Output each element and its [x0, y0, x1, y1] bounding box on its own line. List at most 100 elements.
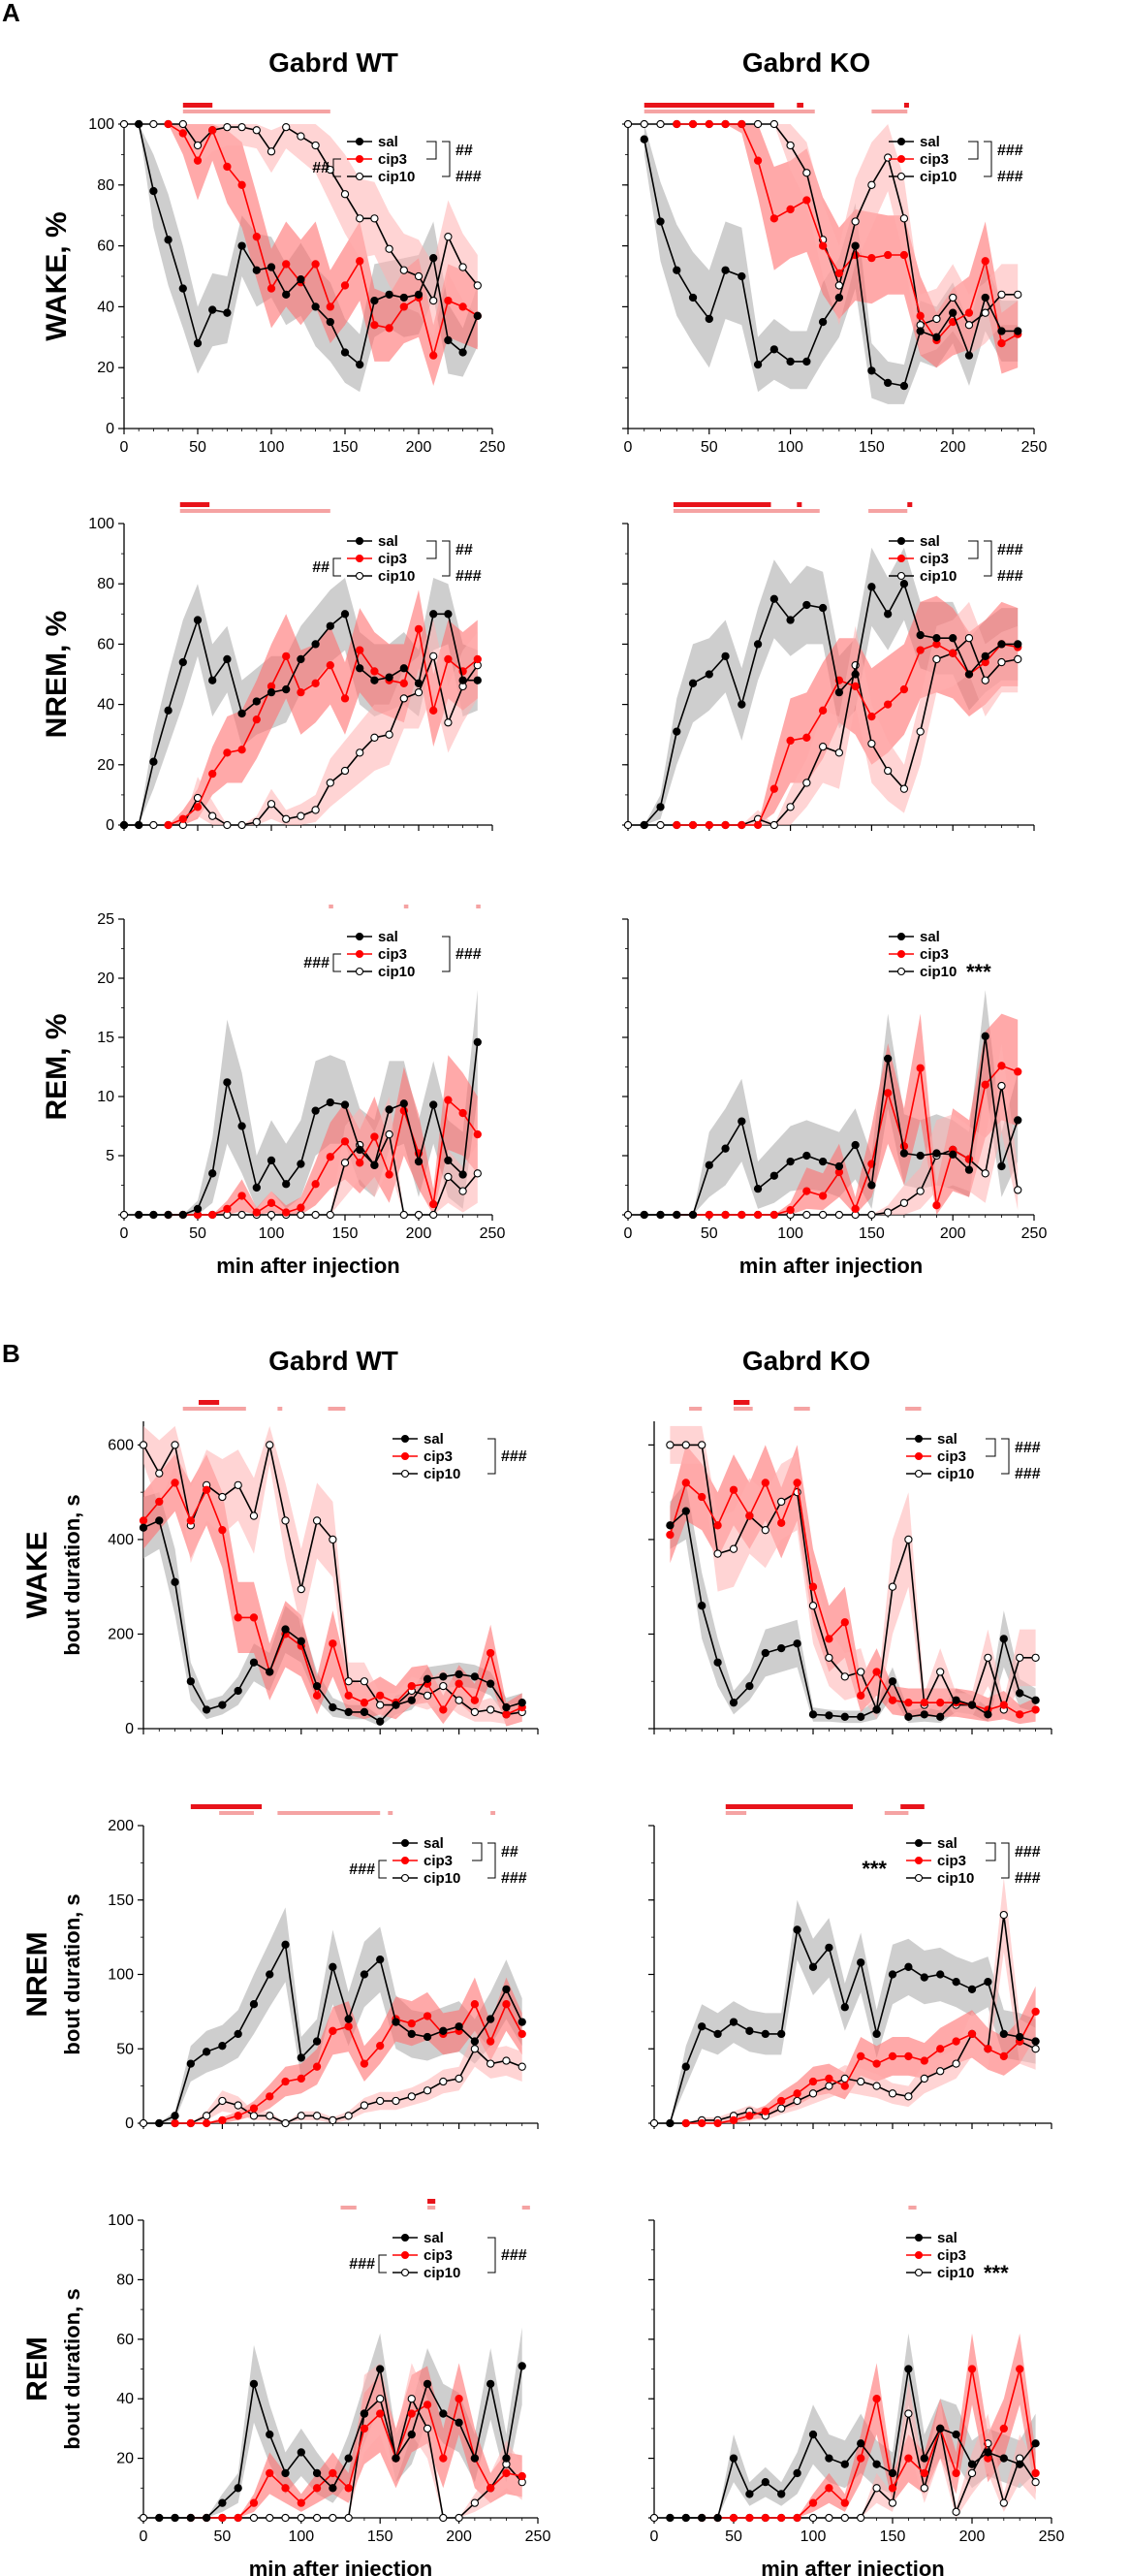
- data-point-sal: [688, 679, 698, 687]
- data-point-cip3: [360, 1699, 369, 1707]
- data-point-cip10: [834, 1210, 844, 1220]
- data-point-sal: [920, 1710, 928, 1719]
- significance-label: ###: [1015, 1440, 1041, 1456]
- data-point-sal: [237, 709, 246, 718]
- data-point-sal: [952, 1978, 960, 1987]
- bracket-sal-cip10: [442, 141, 451, 177]
- data-point-sal: [802, 600, 811, 610]
- data-point-sal: [808, 1962, 818, 1971]
- legend-marker-cip3: [400, 2250, 410, 2260]
- significance-bar: [908, 2206, 917, 2210]
- data-point-cip3: [376, 2042, 385, 2051]
- data-point-sal: [356, 664, 364, 673]
- data-point-cip3: [851, 682, 860, 691]
- data-point-sal: [834, 688, 844, 697]
- data-point-cip3: [518, 2471, 526, 2481]
- legend-label-cip3: cip3: [920, 946, 949, 963]
- data-point-cip10: [267, 800, 276, 809]
- data-point-sal: [444, 1156, 453, 1165]
- data-point-cip10: [344, 2513, 353, 2523]
- significance-bar: [403, 905, 409, 908]
- sem-band-cip10: [124, 620, 478, 825]
- data-point-sal: [681, 2513, 690, 2523]
- data-point-cip10: [429, 652, 438, 660]
- sem-band-sal: [670, 1899, 1036, 2123]
- data-point-sal: [186, 2059, 195, 2068]
- bracket-sal-cip10: [487, 1842, 496, 1879]
- data-point-sal: [518, 1699, 526, 1707]
- data-point-sal: [376, 2365, 385, 2373]
- legend-marker-sal: [400, 1838, 410, 1848]
- data-point-cip3: [502, 1710, 511, 1719]
- data-point-cip3: [356, 257, 364, 266]
- data-point-sal: [267, 688, 276, 697]
- x-tick-label: 150: [332, 439, 359, 456]
- data-point-sal: [455, 2418, 463, 2427]
- y-tick-label: 80: [97, 576, 114, 592]
- data-point-cip10: [312, 2513, 322, 2523]
- data-point-sal: [266, 1668, 274, 1676]
- data-point-sal: [252, 266, 261, 274]
- data-point-cip10: [237, 122, 246, 132]
- data-point-cip3: [851, 1204, 860, 1214]
- data-point-sal: [916, 327, 925, 335]
- data-point-cip3: [888, 1696, 897, 1704]
- data-point-cip3: [999, 2424, 1008, 2433]
- x-axis-title: min after injection: [249, 2557, 432, 2576]
- data-point-sal: [282, 1180, 291, 1189]
- data-point-sal: [867, 1181, 876, 1190]
- data-point-cip3: [473, 654, 482, 664]
- data-point-cip3: [329, 1639, 337, 1648]
- data-point-cip3: [688, 119, 698, 129]
- y-axis-subtitle: bout duration, s: [60, 1893, 84, 2054]
- data-point-cip10: [802, 1210, 811, 1220]
- series-line-cip3: [702, 2369, 1037, 2519]
- data-point-cip3: [470, 2000, 480, 2009]
- data-point-sal: [473, 676, 482, 684]
- data-point-sal: [208, 1169, 217, 1178]
- data-point-cip3: [932, 1201, 941, 1210]
- data-point-cip10: [834, 748, 844, 757]
- chart-a-rem-wt: 0 50 100 150 200 250 5 10 15 20 25 REM, % min after …: [41, 905, 505, 1278]
- data-point-sal: [997, 640, 1006, 649]
- data-point-sal: [502, 2454, 511, 2463]
- data-point-cip10: [761, 1526, 769, 1535]
- data-point-cip3: [282, 1208, 291, 1217]
- significance-label: ###: [303, 955, 330, 971]
- legend-marker-cip3: [914, 1451, 924, 1461]
- data-point-sal: [761, 2478, 769, 2487]
- data-point-cip3: [936, 2045, 945, 2053]
- data-point-sal: [344, 2015, 353, 2023]
- data-point-cip3: [218, 1526, 227, 1535]
- data-point-cip10: [399, 266, 408, 274]
- data-point-cip3: [487, 1648, 495, 1658]
- data-point-cip3: [178, 129, 187, 138]
- data-point-sal: [825, 2454, 833, 2463]
- data-point-cip10: [786, 141, 795, 150]
- data-point-sal: [178, 284, 187, 293]
- data-point-cip3: [385, 324, 393, 333]
- data-point-cip10: [920, 2484, 928, 2493]
- data-point-cip10: [312, 2112, 322, 2120]
- data-point-cip10: [649, 2513, 659, 2523]
- data-point-sal: [414, 679, 424, 687]
- data-point-cip10: [967, 2468, 977, 2478]
- data-point-cip3: [857, 2454, 865, 2463]
- data-point-cip3: [326, 661, 334, 670]
- y-tick-label: 5: [106, 1148, 114, 1164]
- data-point-sal: [340, 1100, 350, 1109]
- data-point-cip3: [297, 2074, 305, 2083]
- data-point-sal: [392, 1701, 400, 1709]
- data-point-sal: [267, 1156, 276, 1165]
- y-tick-label: 25: [97, 911, 114, 928]
- data-point-cip10: [1014, 654, 1022, 664]
- data-point-sal: [916, 630, 925, 640]
- significance-bar: [521, 2206, 530, 2210]
- data-point-cip3: [487, 2484, 495, 2493]
- data-point-sal: [186, 2513, 195, 2523]
- data-point-cip3: [899, 250, 909, 260]
- data-point-sal: [164, 1210, 173, 1220]
- legend-label-cip3: cip3: [424, 2247, 453, 2264]
- sem-band-cip10: [124, 124, 478, 337]
